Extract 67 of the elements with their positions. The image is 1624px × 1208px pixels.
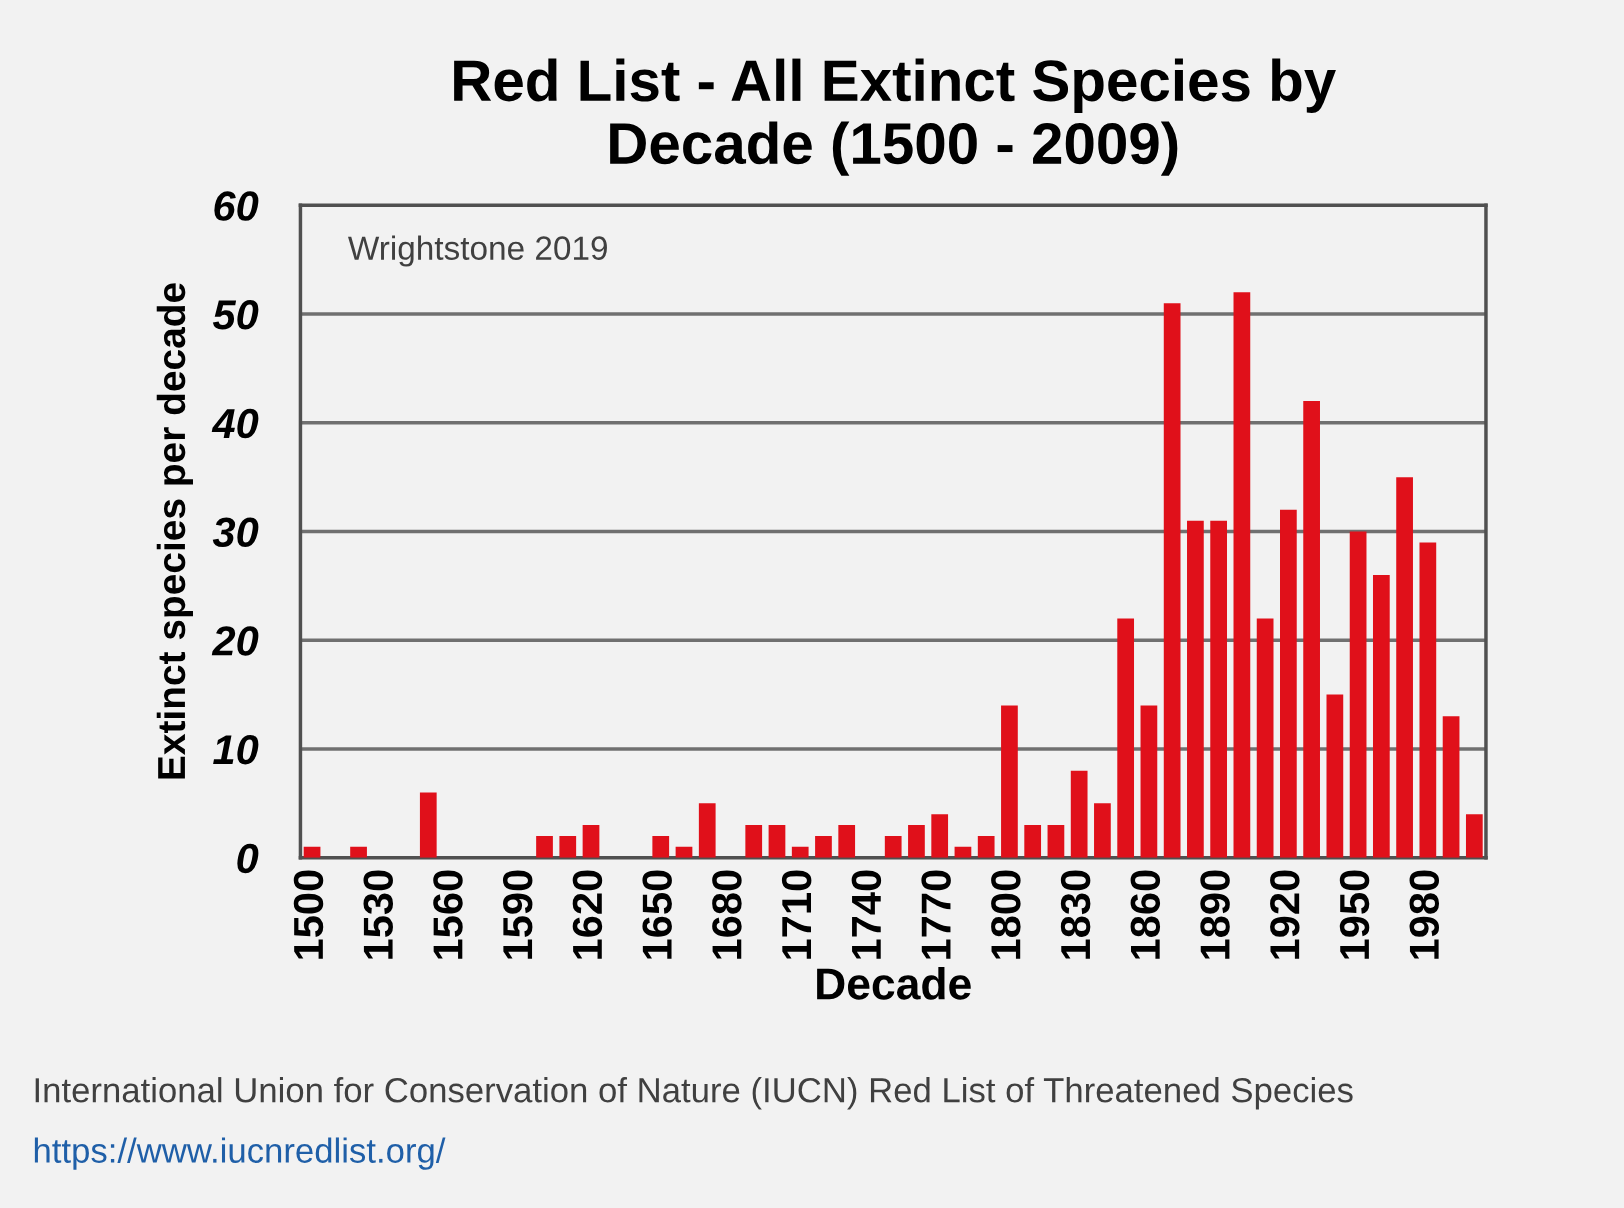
x-tick-label: 1950	[1339, 870, 1370, 959]
chart-title: Red List - All Extinct Species by Decade (1500 - 2009)	[454, 58, 1336, 176]
bar	[1256, 618, 1274, 858]
x-tick-label: 1860	[1130, 870, 1161, 959]
bar	[1396, 477, 1413, 858]
x-tick-label: 1920	[1270, 870, 1300, 959]
bar	[1372, 575, 1390, 858]
bar	[1233, 292, 1251, 858]
x-tick-label: 1890	[1200, 870, 1230, 959]
bar	[908, 825, 925, 858]
bar	[1349, 531, 1367, 858]
bar	[536, 835, 553, 858]
bar	[559, 835, 577, 858]
bar	[977, 835, 995, 858]
bar	[1024, 825, 1042, 858]
x-tick-label: 1530	[363, 870, 394, 959]
x-tick-label: 1800	[991, 870, 1021, 959]
text: https://www.iucnredlist.org/	[34, 1137, 446, 1170]
bar	[350, 846, 367, 858]
x-tick-label: 1770	[921, 870, 951, 959]
bar	[931, 814, 949, 858]
y-tick-label: 0	[237, 843, 259, 874]
bar	[1140, 705, 1158, 858]
x-tick-label: 1620	[572, 870, 603, 959]
y-tick-label: 60	[214, 191, 259, 221]
bar	[815, 835, 832, 858]
bar	[1094, 803, 1111, 858]
x-tick-label: 1740	[851, 870, 882, 959]
bar	[1280, 509, 1297, 858]
bar	[768, 825, 786, 858]
bar	[1163, 303, 1181, 858]
bar	[1326, 694, 1344, 858]
x-tick-label: 1650	[642, 870, 672, 959]
bar	[838, 825, 856, 858]
y-tick-label: 10	[213, 734, 259, 765]
x-tick-label: 1680	[712, 870, 742, 959]
y-tick-label: 20	[211, 626, 259, 656]
bar	[1465, 814, 1483, 858]
bar	[1303, 401, 1320, 858]
bar	[745, 825, 763, 858]
bar	[419, 792, 437, 858]
bar	[791, 846, 809, 858]
x-axis-title: Decade	[817, 967, 971, 1000]
annotation: Wrightstone 2019	[348, 235, 607, 267]
bar	[884, 835, 902, 858]
x-tick-label: 1980	[1409, 870, 1440, 959]
x-tick-label: 1500	[293, 870, 324, 959]
y-tick-label: 40	[211, 408, 259, 439]
bar	[1070, 770, 1088, 858]
bar	[698, 803, 716, 858]
bar	[1419, 542, 1437, 858]
bar	[1047, 825, 1065, 858]
bar	[1117, 618, 1135, 858]
y-tick-label: 50	[212, 300, 259, 330]
x-tick-label: 1560	[433, 870, 463, 959]
x-tick-label: 1710	[781, 870, 812, 959]
x-tick-label: 1830	[1060, 870, 1091, 959]
bar	[1210, 520, 1228, 858]
bar	[582, 825, 600, 858]
y-axis-title: Extinct species per decade	[156, 283, 193, 779]
bar	[652, 835, 670, 858]
y-tick-label: 30	[212, 517, 259, 548]
x-tick-label: 1590	[502, 870, 533, 959]
bar	[1187, 520, 1204, 858]
text: International Union for Conservation of Nature (IUCN) Red List of Threatened Species	[35, 1077, 1353, 1110]
bar	[1442, 716, 1460, 858]
bar	[1001, 705, 1018, 858]
